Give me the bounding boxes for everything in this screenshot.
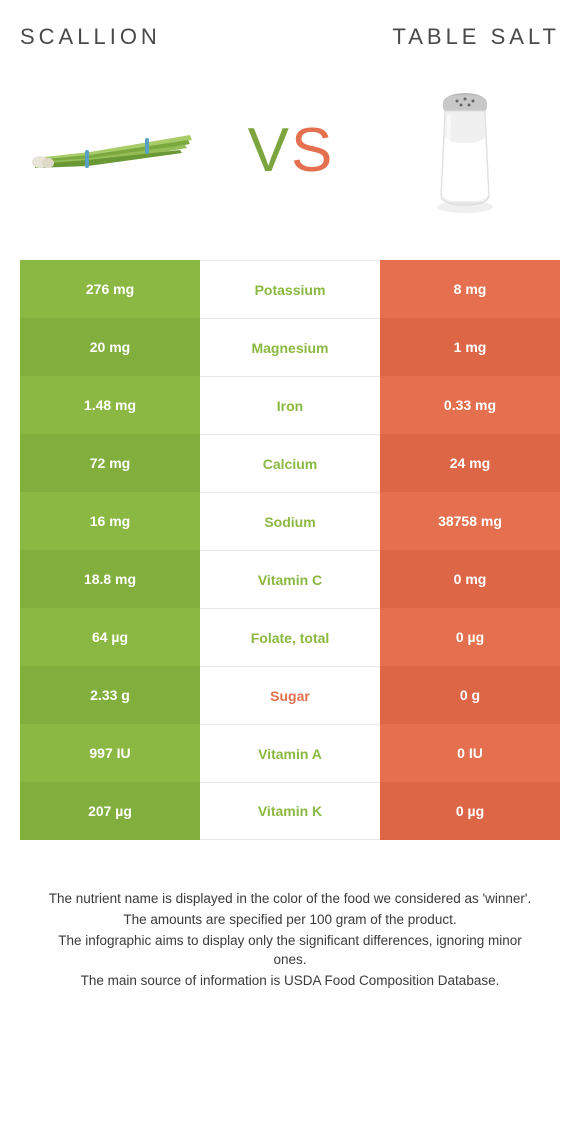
left-value: 72 mg xyxy=(20,434,200,492)
left-value: 18.8 mg xyxy=(20,550,200,608)
table-row: 276 mgPotassium8 mg xyxy=(20,260,560,318)
note-line-1: The nutrient name is displayed in the co… xyxy=(40,890,540,909)
right-value: 0 µg xyxy=(380,782,560,840)
table-row: 18.8 mgVitamin C0 mg xyxy=(20,550,560,608)
comparison-table: 276 mgPotassium8 mg20 mgMagnesium1 mg1.4… xyxy=(20,260,560,840)
vs-label: V S xyxy=(248,115,333,186)
table-row: 207 µgVitamin K0 µg xyxy=(20,782,560,840)
salt-shaker-image xyxy=(380,80,550,220)
nutrient-label: Calcium xyxy=(200,434,380,492)
nutrient-label: Sugar xyxy=(200,666,380,724)
right-value: 0 g xyxy=(380,666,560,724)
left-value: 20 mg xyxy=(20,318,200,376)
header: SCALLION TABLE SALT xyxy=(20,24,560,50)
scallion-image xyxy=(30,80,200,220)
nutrient-label: Vitamin K xyxy=(200,782,380,840)
table-row: 16 mgSodium38758 mg xyxy=(20,492,560,550)
nutrient-label: Vitamin A xyxy=(200,724,380,782)
nutrient-label: Sodium xyxy=(200,492,380,550)
note-line-2: The amounts are specified per 100 gram o… xyxy=(40,911,540,930)
title-left: SCALLION xyxy=(20,24,161,50)
title-right: TABLE SALT xyxy=(392,24,560,50)
nutrient-label: Magnesium xyxy=(200,318,380,376)
vs-s: S xyxy=(291,115,332,186)
nutrient-label: Vitamin C xyxy=(200,550,380,608)
table-row: 20 mgMagnesium1 mg xyxy=(20,318,560,376)
left-value: 1.48 mg xyxy=(20,376,200,434)
table-row: 2.33 gSugar0 g xyxy=(20,666,560,724)
right-value: 1 mg xyxy=(380,318,560,376)
table-row: 997 IUVitamin A0 IU xyxy=(20,724,560,782)
table-row: 64 µgFolate, total0 µg xyxy=(20,608,560,666)
nutrient-label: Iron xyxy=(200,376,380,434)
image-row: V S xyxy=(20,80,560,260)
right-value: 8 mg xyxy=(380,260,560,318)
note-line-4: The main source of information is USDA F… xyxy=(40,972,540,991)
nutrient-label: Potassium xyxy=(200,260,380,318)
left-value: 997 IU xyxy=(20,724,200,782)
note-line-3: The infographic aims to display only the… xyxy=(40,932,540,970)
table-row: 1.48 mgIron0.33 mg xyxy=(20,376,560,434)
right-value: 0 µg xyxy=(380,608,560,666)
notes: The nutrient name is displayed in the co… xyxy=(20,890,560,990)
left-value: 276 mg xyxy=(20,260,200,318)
left-value: 2.33 g xyxy=(20,666,200,724)
left-value: 16 mg xyxy=(20,492,200,550)
vs-v: V xyxy=(248,115,289,186)
left-value: 207 µg xyxy=(20,782,200,840)
right-value: 0 IU xyxy=(380,724,560,782)
right-value: 38758 mg xyxy=(380,492,560,550)
nutrient-label: Folate, total xyxy=(200,608,380,666)
right-value: 0 mg xyxy=(380,550,560,608)
right-value: 0.33 mg xyxy=(380,376,560,434)
right-value: 24 mg xyxy=(380,434,560,492)
left-value: 64 µg xyxy=(20,608,200,666)
table-row: 72 mgCalcium24 mg xyxy=(20,434,560,492)
